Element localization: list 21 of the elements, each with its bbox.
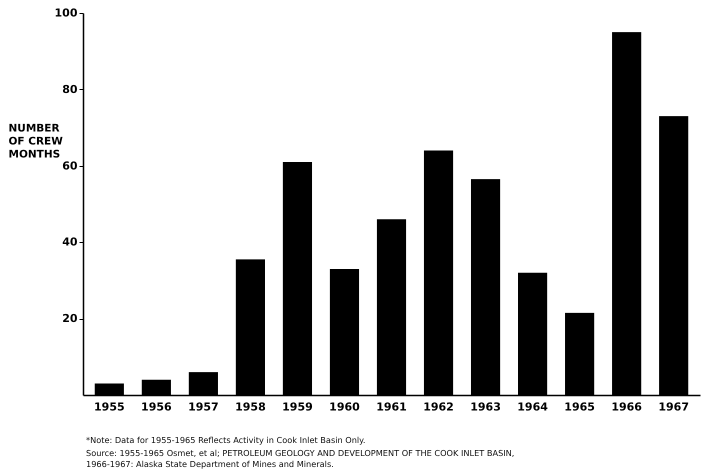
source-note: Source: 1955-1965 Osmet, et al; PETROLEUM GEOLOGY AND DEVELOPMENT OF THE COOK INLET BASIN, 1966-1967: Alaska State Department of Mines and Minerals. — [86, 448, 516, 470]
x-tick-label: 1958 — [235, 400, 266, 414]
x-tick-label: 1964 — [517, 400, 548, 414]
x-tick-label: 1966 — [611, 400, 642, 414]
x-tick-label: 1960 — [329, 400, 360, 414]
y-tick-label: 60 — [62, 159, 78, 172]
y-tick-label: 20 — [62, 312, 78, 326]
x-tick-label: 1959 — [282, 400, 313, 414]
y-tick-label: 40 — [62, 236, 78, 249]
x-tick-label: 1956 — [141, 400, 172, 414]
x-tick-label: 1967 — [658, 400, 689, 414]
x-tick-label: 1961 — [376, 400, 407, 414]
y-axis-title: NUMBER OF CREW MONTHS — [8, 122, 64, 160]
x-tick-label: 1962 — [423, 400, 454, 414]
x-tick-label: 1963 — [470, 400, 501, 414]
x-tick-label: 1955 — [94, 400, 125, 414]
x-tick-label: 1965 — [564, 400, 595, 414]
text: *Note: Data for 1955-1965 Reflects Activity in Cook Inlet Basin Only. — [86, 435, 366, 446]
y-tick-label: 100 — [54, 6, 78, 20]
y-tick-label: 80 — [62, 82, 78, 96]
x-tick-label: 1957 — [188, 400, 219, 414]
